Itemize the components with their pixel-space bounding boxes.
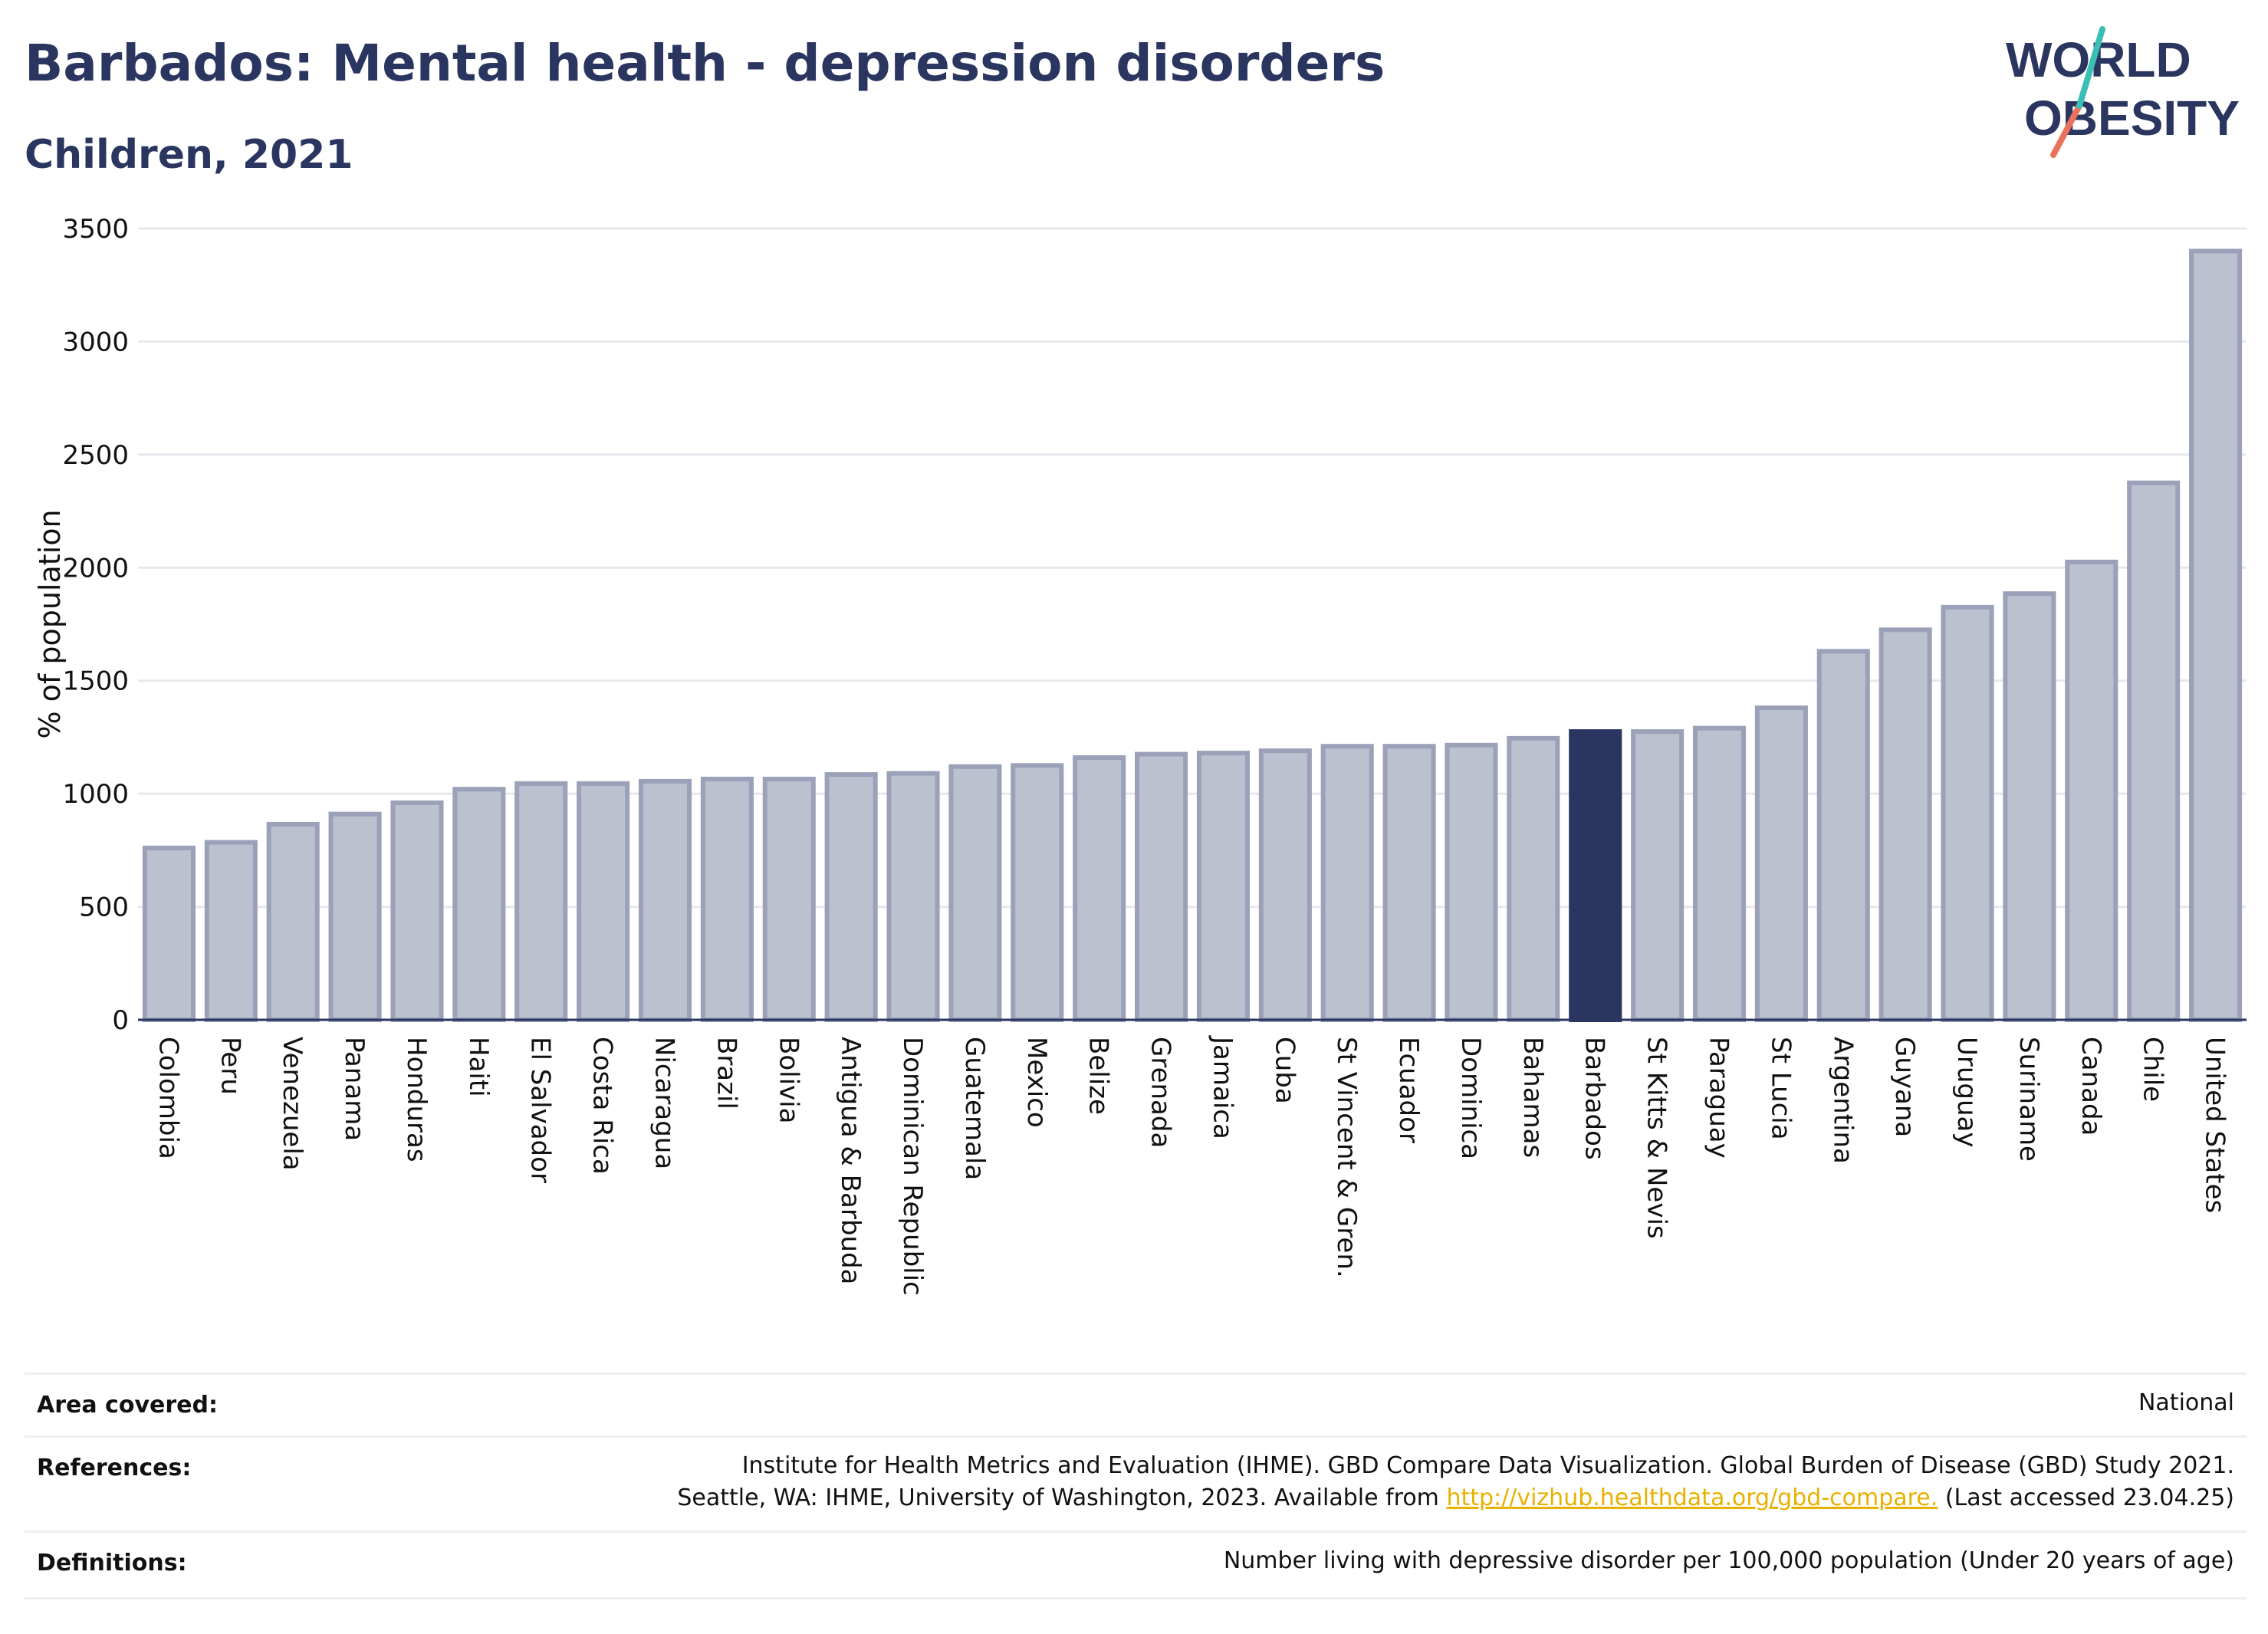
bar <box>1878 627 1932 1022</box>
bar <box>638 778 692 1022</box>
x-tick-label: Uruguay <box>1951 1037 1982 1148</box>
bar <box>514 781 568 1022</box>
bar <box>1692 725 1747 1022</box>
x-tick-label: Argentina <box>1827 1037 1858 1164</box>
x-tick-label: Paraguay <box>1704 1037 1734 1159</box>
x-tick-label: Cuba <box>1269 1037 1300 1104</box>
bar <box>700 776 754 1023</box>
page-subtitle: Children, 2021 <box>25 132 353 178</box>
x-tick-label: Dominican Republic <box>897 1037 928 1296</box>
x-tick-label: Ecuador <box>1393 1037 1424 1143</box>
x-tick-label: El Salvador <box>525 1037 556 1183</box>
definitions-value: Number living with depressive disorder p… <box>1223 1547 2234 1574</box>
bar <box>948 764 1002 1022</box>
references-label: References: <box>37 1455 192 1481</box>
bar <box>1258 748 1312 1022</box>
bar <box>1011 763 1064 1022</box>
bar <box>1382 744 1436 1022</box>
bar <box>1507 735 1560 1022</box>
bar <box>1135 751 1188 1022</box>
x-tick-label: Dominica <box>1455 1037 1486 1159</box>
bar <box>2003 591 2056 1022</box>
bar <box>1816 649 1870 1023</box>
bar <box>204 840 258 1022</box>
world-obesity-logo: WORLD OBESITY <box>2006 26 2240 158</box>
x-tick-label: Canada <box>2076 1037 2106 1136</box>
bar <box>390 800 444 1022</box>
y-tick-label: 1000 <box>62 779 129 810</box>
references-link[interactable]: http://vizhub.healthdata.org/gbd-compare… <box>1446 1484 1938 1511</box>
x-tick-label: Bolivia <box>773 1037 804 1123</box>
x-tick-label: Antigua & Barbuda <box>835 1037 866 1284</box>
bar <box>1941 604 1994 1022</box>
bar <box>577 781 630 1022</box>
bar <box>2127 480 2181 1022</box>
x-tick-label: Peru <box>215 1037 245 1095</box>
bar <box>1631 729 1685 1022</box>
x-tick-label: Belize <box>1083 1037 1114 1115</box>
bar <box>142 845 196 1022</box>
y-tick-label: 500 <box>79 893 129 923</box>
x-tick-label: Nicaragua <box>649 1037 680 1169</box>
bar <box>1196 751 1250 1022</box>
x-tick-label: Guyana <box>1889 1037 1920 1137</box>
references-value: Institute for Health Metrics and Evaluat… <box>677 1450 2234 1514</box>
x-tick-label: Guatemala <box>959 1037 990 1180</box>
x-tick-label: Haiti <box>463 1037 494 1097</box>
x-tick-label: Suriname <box>2013 1037 2044 1162</box>
bar <box>1445 742 1498 1023</box>
x-tick-label: Barbados <box>1579 1037 1610 1160</box>
bar <box>1569 729 1622 1022</box>
bar <box>886 771 940 1022</box>
bar <box>824 772 878 1023</box>
y-tick-label: 0 <box>112 1005 129 1036</box>
x-tick-label: St Lucia <box>1765 1037 1796 1140</box>
x-tick-label: Panama <box>339 1037 370 1141</box>
y-axis-label: % of population <box>33 509 67 738</box>
bar <box>452 787 506 1022</box>
bar <box>328 811 382 1023</box>
x-tick-label: Brazil <box>711 1037 741 1110</box>
x-tick-label: Chile <box>2138 1037 2168 1102</box>
bar <box>2189 248 2243 1022</box>
area-label: Area covered: <box>37 1392 218 1419</box>
bar <box>266 821 320 1023</box>
bar <box>762 776 816 1023</box>
x-tick-label: Mexico <box>1021 1037 1052 1128</box>
x-tick-label: Bahamas <box>1517 1037 1548 1158</box>
y-tick-label: 3000 <box>62 327 129 357</box>
bar <box>1754 705 1808 1023</box>
x-tick-label: Costa Rica <box>587 1037 618 1175</box>
meta-row-definitions: Definitions: Number living with depressi… <box>25 1530 2247 1599</box>
x-tick-label: Venezuela <box>277 1037 307 1171</box>
x-tick-label: St Vincent & Gren. <box>1331 1037 1362 1278</box>
meta-row-references: References: Institute for Health Metrics… <box>25 1435 2247 1533</box>
y-tick-label: 2000 <box>62 553 129 584</box>
bar-chart: 0 500 1000 1500 2000 2500 3000 3500 % of populat… <box>33 214 2247 1296</box>
area-value: National <box>2138 1389 2234 1416</box>
references-line2-pre: Seattle, WA: IHME, University of Washing… <box>677 1484 1447 1511</box>
y-tick-label: 2500 <box>62 440 129 471</box>
references-line2: Seattle, WA: IHME, University of Washing… <box>677 1482 2234 1514</box>
bar <box>1073 755 1126 1022</box>
x-tick-label: Colombia <box>153 1037 183 1159</box>
bar <box>2065 559 2118 1022</box>
meta-row-area: Area covered: National <box>25 1373 2247 1438</box>
bar <box>1320 744 1374 1022</box>
definitions-label: Definitions: <box>37 1550 187 1576</box>
y-tick-label: 1500 <box>62 666 129 697</box>
x-tick-label: Grenada <box>1146 1037 1176 1148</box>
x-tick-label: St Kitts & Nevis <box>1642 1037 1672 1239</box>
x-tick-label: Honduras <box>401 1037 432 1162</box>
x-tick-label: Jamaica <box>1207 1035 1238 1139</box>
references-line2-post: (Last accessed 23.04.25) <box>1938 1484 2234 1511</box>
references-line1: Institute for Health Metrics and Evaluat… <box>741 1452 2234 1479</box>
y-tick-label: 3500 <box>62 214 129 245</box>
page-title: Barbados: Mental health - depression dis… <box>25 34 1385 93</box>
x-tick-label: United States <box>2200 1037 2230 1213</box>
